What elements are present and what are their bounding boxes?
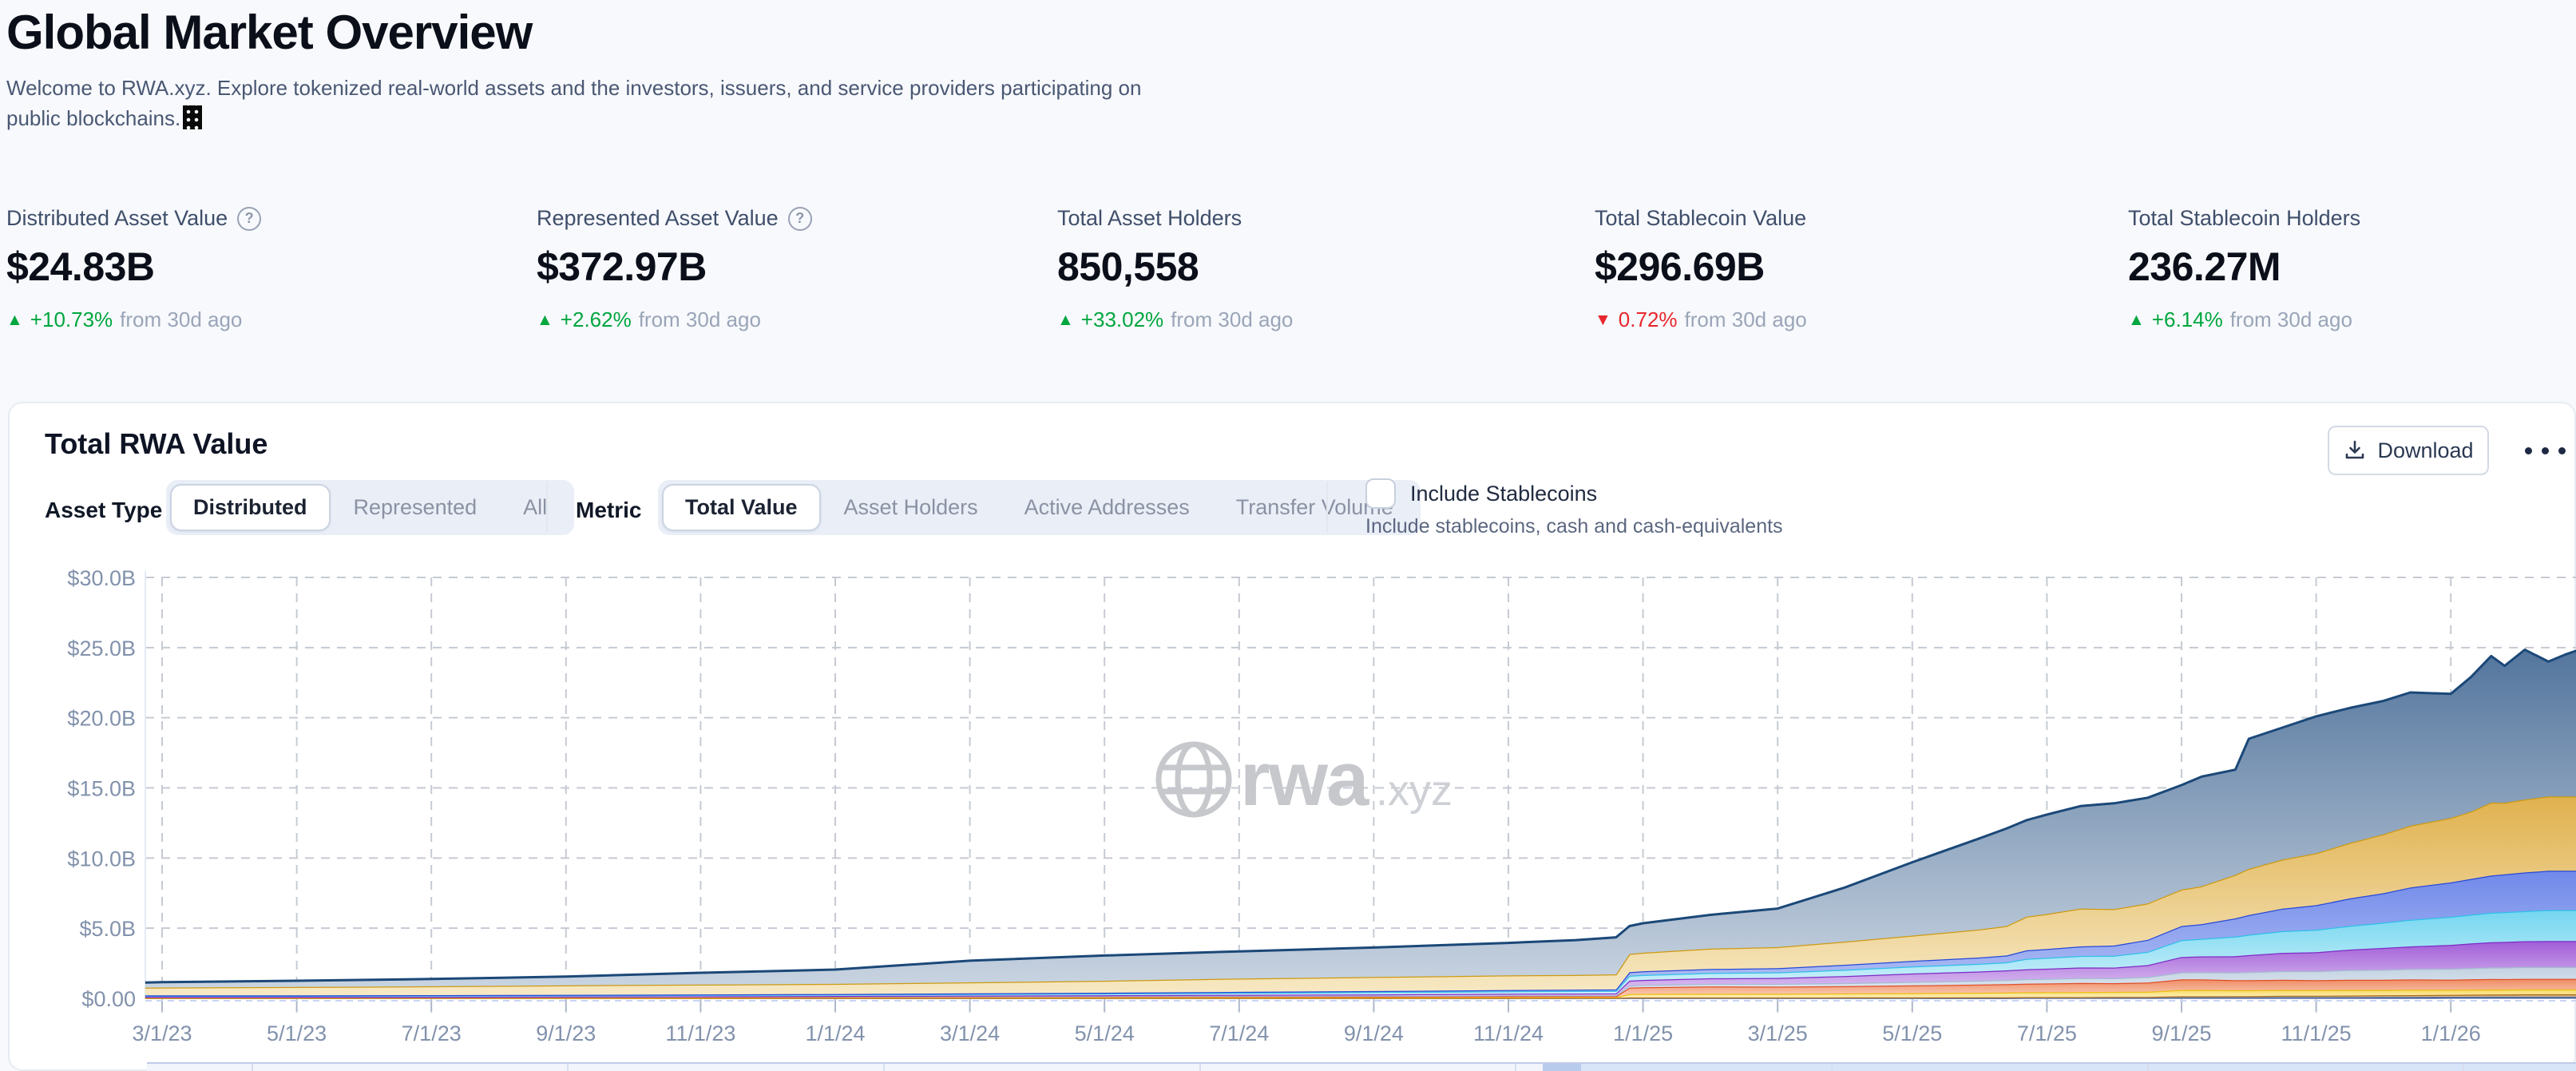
stat-delta-suffix: from 30d ago bbox=[1171, 307, 1294, 331]
brush-selected-range[interactable] bbox=[1581, 1064, 2576, 1071]
stat-value: $372.97B bbox=[537, 244, 707, 289]
stat-delta-percent: +6.14% bbox=[2151, 307, 2223, 331]
help-icon[interactable]: ? bbox=[237, 206, 262, 231]
stat-label: Total Asset Holders bbox=[1057, 206, 1242, 230]
include-stablecoins-block: Include Stablecoins Include stablecoins,… bbox=[1365, 478, 1783, 538]
asset-type-segmented-control: Distributed Represented All bbox=[166, 480, 575, 535]
brush-divider bbox=[1831, 1064, 1833, 1071]
stat-delta-percent: +2.62% bbox=[560, 307, 632, 331]
stat-delta: ▲ +2.62% from 30d ago bbox=[537, 307, 812, 332]
up-arrow-icon: ▲ bbox=[1057, 310, 1074, 329]
page-subtitle-line1: Welcome to RWA.xyz. Explore tokenized re… bbox=[6, 76, 1142, 100]
up-arrow-icon: ▲ bbox=[2128, 310, 2145, 329]
stat-value: $24.83B bbox=[6, 244, 155, 289]
option-represented[interactable]: Represented bbox=[353, 495, 478, 519]
stat-delta-percent: +33.02% bbox=[1080, 307, 1164, 331]
option-total-value[interactable]: Total Value bbox=[662, 484, 821, 531]
brush-divider bbox=[1199, 1064, 1201, 1071]
stat-total-stablecoin-value: Total Stablecoin Value $296.69B ▼ 0.72% from… bbox=[1595, 206, 1807, 332]
brush-divider bbox=[1515, 1064, 1516, 1071]
download-icon bbox=[2346, 440, 2364, 459]
stat-value: 850,558 bbox=[1057, 244, 1199, 289]
stat-value: $296.69B bbox=[1595, 244, 1765, 289]
stat-delta-suffix: from 30d ago bbox=[1684, 307, 1807, 331]
stat-delta-suffix: from 30d ago bbox=[120, 307, 243, 331]
download-button[interactable]: Download bbox=[2328, 426, 2489, 475]
help-icon[interactable]: ? bbox=[787, 206, 812, 231]
missing-glyph-box bbox=[183, 105, 203, 129]
page-header: Global Market Overview Welcome to RWA.xy… bbox=[6, 0, 1141, 133]
brush-divider bbox=[883, 1064, 885, 1071]
option-distributed[interactable]: Distributed bbox=[170, 484, 331, 531]
more-options-button[interactable] bbox=[2517, 427, 2573, 474]
download-button-label: Download bbox=[2377, 438, 2474, 462]
stat-total-stablecoin-holders: Total Stablecoin Holders 236.27M ▲ +6.14% fr… bbox=[2128, 206, 2360, 332]
include-stablecoins-label: Include Stablecoins bbox=[1410, 481, 1598, 506]
stat-delta: ▼ 0.72% from 30d ago bbox=[1595, 307, 1807, 332]
card-title: Total RWA Value bbox=[45, 427, 268, 460]
metric-label: Metric bbox=[576, 498, 642, 522]
chart-range-brush[interactable] bbox=[147, 1062, 2576, 1071]
stat-delta: ▲ +10.73% from 30d ago bbox=[6, 307, 261, 332]
down-arrow-icon: ▼ bbox=[1595, 310, 1611, 329]
stat-delta-percent: +10.73% bbox=[30, 307, 113, 331]
divider bbox=[546, 482, 548, 533]
brush-handle[interactable] bbox=[1543, 1064, 1581, 1071]
total-rwa-value-card: Total RWA Value Download Asset Type Dist… bbox=[8, 402, 2576, 1071]
stat-delta-suffix: from 30d ago bbox=[2229, 307, 2352, 331]
include-stablecoins-checkbox[interactable] bbox=[1365, 478, 1396, 509]
stat-delta-percent: 0.72% bbox=[1618, 307, 1678, 331]
chart-controls-row: Asset Type Distributed Represented All Met… bbox=[10, 478, 2574, 544]
brush-divider bbox=[567, 1064, 569, 1071]
page-subtitle-line2: public blockchains. bbox=[6, 106, 181, 130]
kebab-dot bbox=[2558, 446, 2566, 454]
option-all[interactable]: All bbox=[523, 495, 548, 519]
include-stablecoins-sublabel: Include stablecoins, cash and cash-equiv… bbox=[1365, 515, 1783, 537]
brush-divider bbox=[2147, 1064, 2149, 1071]
brush-divider bbox=[252, 1064, 253, 1071]
kebab-dot bbox=[2524, 446, 2532, 454]
kebab-dot bbox=[2541, 446, 2549, 454]
stat-delta: ▲ +33.02% from 30d ago bbox=[1057, 307, 1293, 332]
brush-divider bbox=[2463, 1064, 2464, 1071]
page-title: Global Market Overview bbox=[6, 6, 533, 59]
stat-label: Total Stablecoin Value bbox=[1595, 206, 1807, 230]
up-arrow-icon: ▲ bbox=[537, 310, 553, 329]
stat-value: 236.27M bbox=[2128, 244, 2281, 289]
stat-total-asset-holders: Total Asset Holders 850,558 ▲ +33.02% from 3… bbox=[1057, 206, 1293, 332]
up-arrow-icon: ▲ bbox=[6, 310, 23, 329]
stat-delta-suffix: from 30d ago bbox=[638, 307, 761, 331]
asset-type-label: Asset Type bbox=[45, 498, 163, 522]
stat-label: Represented Asset Value bbox=[537, 206, 779, 230]
metric-segmented-control: Total Value Asset Holders Active Addresses… bbox=[658, 480, 1421, 535]
page-subtitle: Welcome to RWA.xyz. Explore tokenized re… bbox=[6, 73, 1141, 133]
stat-label: Distributed Asset Value bbox=[6, 206, 228, 230]
stat-delta: ▲ +6.14% from 30d ago bbox=[2128, 307, 2360, 332]
option-asset-holders[interactable]: Asset Holders bbox=[843, 495, 978, 519]
stat-represented-asset-value: Represented Asset Value? $372.97B ▲ +2.62% f… bbox=[537, 206, 812, 332]
stat-distributed-asset-value: Distributed Asset Value? $24.83B ▲ +10.73% f… bbox=[6, 206, 262, 332]
divider bbox=[1326, 482, 1328, 533]
option-active-addresses[interactable]: Active Addresses bbox=[1024, 495, 1190, 519]
stat-label: Total Stablecoin Holders bbox=[2128, 206, 2361, 230]
